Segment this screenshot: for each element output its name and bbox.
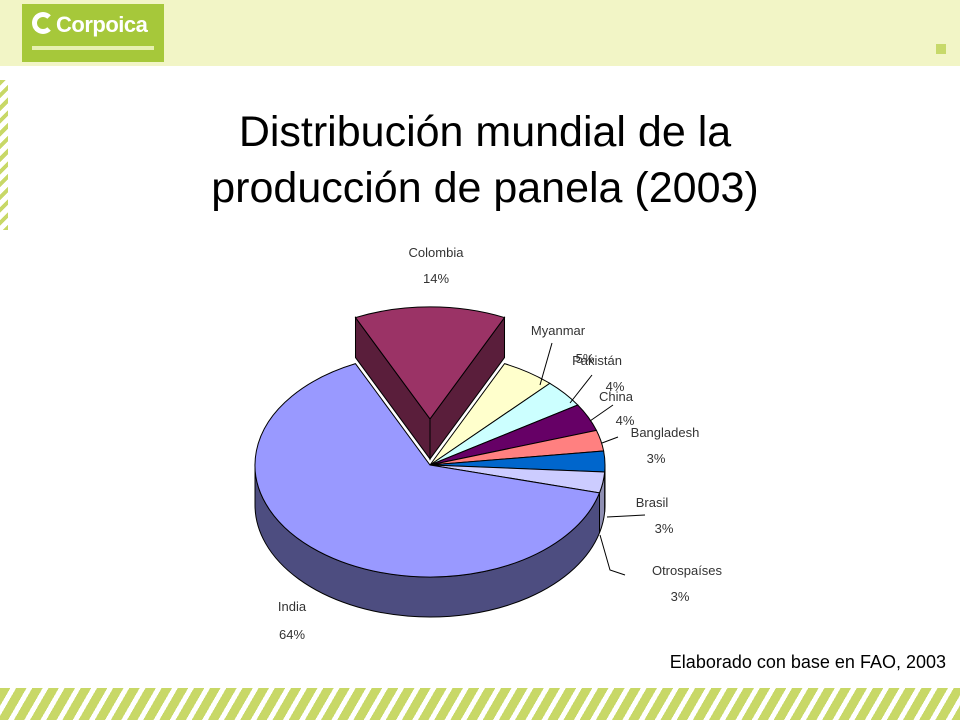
slice-label-otrospaises: Otrospaíses: [652, 563, 723, 578]
slice-value-colombia: 14%: [423, 271, 449, 286]
slice-label-india: India: [278, 599, 307, 614]
slice-value-otrospaises: 3%: [671, 589, 690, 604]
pie-chart: Colombia14%Myanmar5%Pakistán4%China4%Ban…: [254, 245, 723, 642]
source-note: Elaborado con base en FAO, 2003: [669, 652, 946, 672]
leader-line-pakistan: [569, 374, 593, 404]
leader-line-china: [589, 404, 614, 422]
slice-label-brasil: Brasil: [636, 495, 669, 510]
slice-label-colombia: Colombia: [409, 245, 465, 260]
slice-value-china: 4%: [616, 413, 635, 428]
logo-c-icon: [32, 12, 54, 34]
logo-tagline-bar: [32, 46, 154, 50]
slice-value-myanmar: 5%: [576, 351, 595, 366]
leader-line-otrospaises: [599, 534, 626, 576]
slide-title: Distribución mundial de la producción de…: [120, 104, 850, 216]
logo-text: Corpoica: [56, 12, 148, 37]
footer-stripes-decoration: [0, 688, 960, 720]
side-stripes-decoration: [0, 80, 8, 230]
slice-label-myanmar: Myanmar: [531, 323, 586, 338]
corpoica-logo: Corpoica: [22, 4, 164, 62]
leader-line-bangladesh: [601, 436, 619, 444]
slice-value-india: 64%: [279, 627, 305, 642]
slice-label-bangladesh: Bangladesh: [631, 425, 700, 440]
slice-value-brasil: 3%: [655, 521, 674, 536]
pie-tops: [254, 306, 606, 578]
pie-leader-lines: [539, 342, 646, 576]
slice-india: [254, 363, 601, 578]
corner-square-icon: [936, 44, 946, 54]
pie-sides: [254, 316, 606, 618]
slice-value-pakistan: 4%: [606, 379, 625, 394]
slice-label-china: China: [599, 389, 634, 404]
title-line-2: producción de panela (2003): [211, 164, 759, 212]
leader-line-brasil: [606, 514, 646, 518]
slice-value-bangladesh: 3%: [647, 451, 666, 466]
title-line-1: Distribución mundial de la: [238, 108, 732, 156]
slice-colombia: [354, 306, 506, 420]
leader-line-myanmar: [539, 342, 553, 386]
slice-label-pakistan: Pakistán: [572, 353, 622, 368]
pie-labels: Colombia14%Myanmar5%Pakistán4%China4%Ban…: [278, 245, 723, 642]
